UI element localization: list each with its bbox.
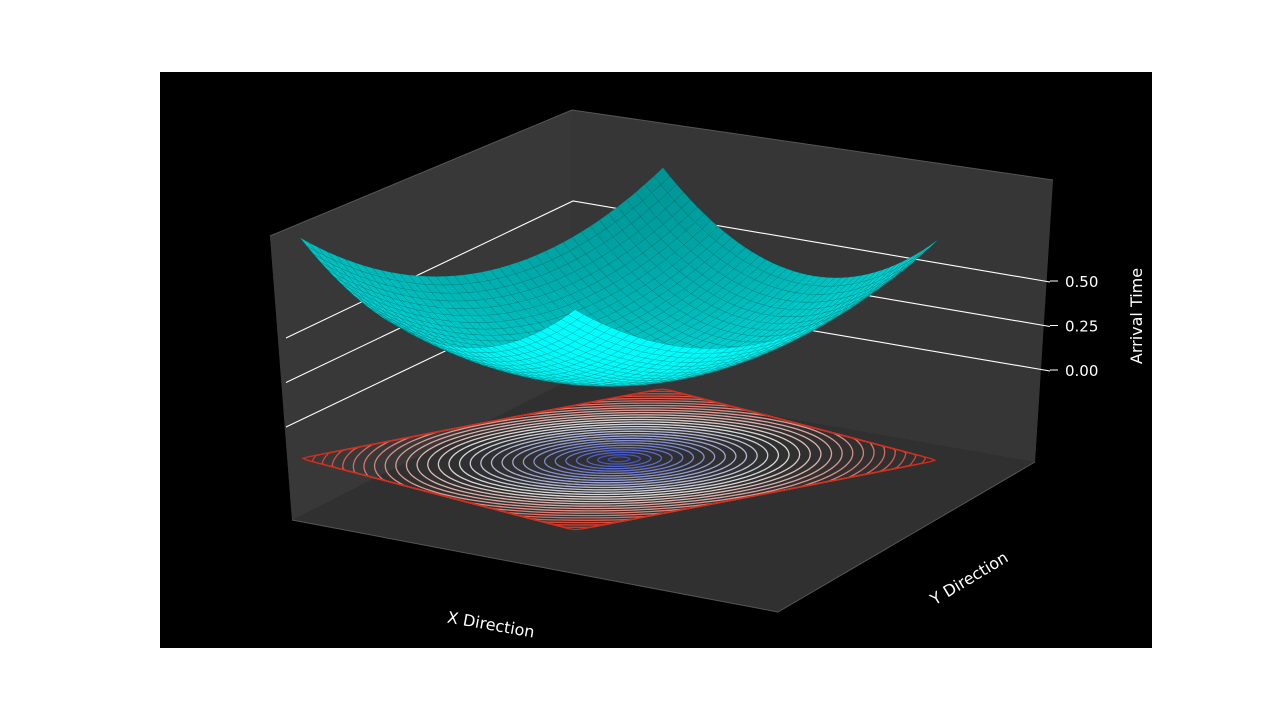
surface-facet [667,184,684,202]
surface-facet [660,175,678,194]
surface-facet [722,237,739,252]
x-axis-label: X Direction [446,608,536,642]
contour-line-17 [437,418,801,500]
contour-line-21 [395,409,843,510]
surface-facet [674,191,691,209]
contour-line-14 [469,425,769,493]
y-axis-label: Y Direction [926,548,1011,610]
contour-line-13 [480,428,758,491]
contour-line-9 [522,437,716,482]
contour-line-2 [597,454,641,465]
surface-facet [694,213,712,230]
surface-facet [915,244,932,258]
pane-edge-top [269,109,1054,237]
contour-line-6 [554,444,684,475]
contour-line-20 [405,411,833,507]
surface-facet [701,219,719,236]
surface-facet [715,231,733,247]
contour-line-15 [458,423,780,496]
contour-line-5 [565,446,673,472]
pane-edge-floor [291,461,1036,613]
arrival-time-surface [299,167,939,387]
contour-line-18 [427,416,811,503]
contour-line-7 [543,442,695,477]
contour-line-16 [448,421,790,498]
contour-line-4 [575,449,663,470]
contour-line-12 [490,430,748,489]
contour-line-8 [533,439,705,479]
floor-contours [301,388,937,531]
surface-facet [729,242,746,257]
z-axis-label: Arrival Time [1127,268,1146,364]
contour-line-19 [416,414,822,505]
z-tick-label: 0.00 [1065,362,1098,380]
contour-line-11 [501,432,737,486]
contour-line-1 [607,456,631,463]
contour-line-10 [512,435,726,484]
z-tick-label: 0.25 [1065,318,1098,336]
surface-facet [921,239,939,254]
z-tick-label: 0.50 [1065,273,1098,291]
z-ticks: 0.00 0.25 0.50 [1050,273,1098,380]
contour-line-30 [301,388,937,531]
contour-line-3 [586,451,652,468]
